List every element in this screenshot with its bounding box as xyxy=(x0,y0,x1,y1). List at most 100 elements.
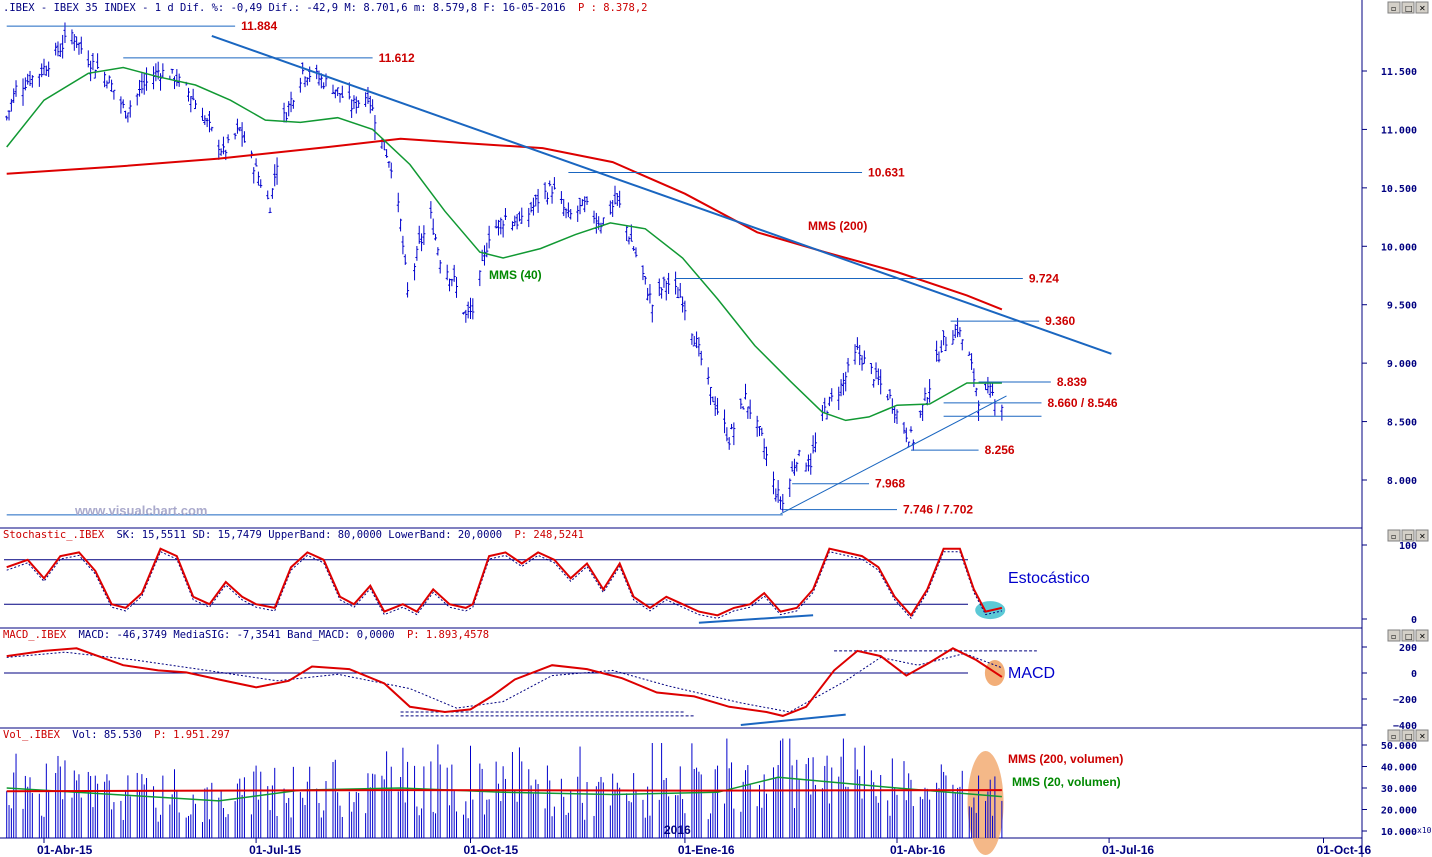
volume-header: Vol_.IBEX Vol: 85.530 P: 1.951.297 xyxy=(3,729,230,741)
svg-text:✕: ✕ xyxy=(1419,532,1426,541)
svg-text:.IBEX - IBEX 35 INDEX - 1 d D: .IBEX - IBEX 35 INDEX - 1 d Dif. %: -0,4… xyxy=(3,2,648,14)
stochastic-panel xyxy=(4,547,1006,624)
stochastic-header-p: P: 248,5241 xyxy=(514,529,584,541)
macd-signal-line xyxy=(6,651,1003,713)
x-tick-label: 01-Ene-16 xyxy=(678,843,735,857)
volume-header-p: P: 1.951.297 xyxy=(154,729,230,741)
y-tick-label: 8.000 xyxy=(1387,476,1417,487)
x-tick-label: 01-Abr-15 xyxy=(37,843,93,857)
x-tick-label: 01-Jul-15 xyxy=(249,843,301,857)
stochastic-header: Stochastic_.IBEX SK: 15,5511 SD: 15,7479… xyxy=(3,529,584,541)
stochastic-maximize-button[interactable]: □ xyxy=(1401,529,1415,542)
stochastic-minimize-button[interactable]: ▫ xyxy=(1387,529,1401,542)
macd-close-button[interactable]: ✕ xyxy=(1415,629,1429,642)
stochastic-panel-buttons: ▫ □ ✕ xyxy=(1387,529,1429,542)
y-tick-label: 30.000 xyxy=(1381,784,1417,795)
price-header-last: P : 8.378,2 xyxy=(578,2,648,14)
macd-maximize-button[interactable]: □ xyxy=(1401,629,1415,642)
axes: 8.000 8.500 9.000 9.500 10.000 10.500 11.000 11… xyxy=(37,67,1417,857)
volume-ma200-line xyxy=(6,789,1002,793)
svg-text:□: □ xyxy=(1405,532,1413,541)
price-panel-buttons: ▫ □ ✕ xyxy=(1387,1,1429,14)
macd-header-values: MACD: -46,3749 MediaSIG: -7,3541 Band_MA… xyxy=(79,629,395,641)
macd-annotation: MACD xyxy=(1008,665,1055,682)
y-tick-label: 9.000 xyxy=(1387,359,1417,370)
volume-header-values: Vol: 85.530 xyxy=(72,729,142,741)
price-levels: 11.884 11.612 10.631 9.724 9.360 8.839 8.660 /… xyxy=(6,19,1118,517)
level-label: 9.360 xyxy=(1045,314,1075,328)
macd-divergence-line xyxy=(740,713,846,726)
stochastic-close-button[interactable]: ✕ xyxy=(1415,529,1429,542)
support-trendline xyxy=(780,395,1007,515)
mms200-label: MMS (200) xyxy=(808,219,867,233)
bearish-trendline xyxy=(211,34,1112,355)
year-label: 2016 xyxy=(664,823,691,837)
stochastic-sd-line xyxy=(6,551,1003,620)
price-bars xyxy=(5,22,1004,512)
macd-line xyxy=(6,647,1003,717)
volume-ma20-line xyxy=(6,776,1002,802)
y-tick-label: 100 xyxy=(1399,541,1417,552)
y-tick-label: 9.500 xyxy=(1387,301,1417,312)
price-lines xyxy=(6,34,1112,515)
y-tick-label: 200 xyxy=(1399,643,1417,654)
y-tick-label: 50.000 xyxy=(1381,741,1417,752)
price-minimize-button[interactable]: ▫ xyxy=(1387,1,1401,14)
level-label: 10.631 xyxy=(868,166,905,180)
macd-panel-buttons: ▫ □ ✕ xyxy=(1387,629,1429,642)
svg-text:▫: ▫ xyxy=(1391,732,1396,741)
mms40-label: MMS (40) xyxy=(489,268,542,282)
volume-close-button[interactable]: ✕ xyxy=(1415,729,1429,742)
watermark: www.visualchart.com xyxy=(74,503,207,518)
level-label: 9.724 xyxy=(1029,272,1059,286)
y-tick-label: 10.500 xyxy=(1381,184,1417,195)
macd-minimize-button[interactable]: ▫ xyxy=(1387,629,1401,642)
svg-text:MACD_.IBEX MACD: -46,374: MACD_.IBEX MACD: -46,3749 MediaSIG: -7,3… xyxy=(3,629,489,641)
mms40-line xyxy=(6,66,1002,422)
stochastic-header-values: SK: 15,5511 SD: 15,7479 UpperBand: 80,00… xyxy=(116,529,502,541)
level-label: 8.256 xyxy=(985,443,1015,457)
price-close-button[interactable]: ✕ xyxy=(1415,1,1429,14)
y-tick-label: 10.000 xyxy=(1381,242,1417,253)
volume-panel-buttons: ▫ □ ✕ xyxy=(1387,729,1429,742)
mms200-line xyxy=(6,137,1003,311)
level-label: 11.612 xyxy=(379,51,415,65)
svg-text:Vol_.IBEX Vol: 85.530: Vol_.IBEX Vol: 85.530 P: 1.951.297 xyxy=(3,729,230,741)
level-label: 8.839 xyxy=(1057,375,1087,389)
macd-header: MACD_.IBEX MACD: -46,3749 MediaSIG: -7,3… xyxy=(3,629,489,641)
macd-header-p: P: 1.893,4578 xyxy=(407,629,489,641)
x-tick-label: 01-Oct-16 xyxy=(1317,843,1372,857)
svg-text:▫: ▫ xyxy=(1391,4,1396,13)
level-label: 11.884 xyxy=(241,19,277,33)
svg-text:✕: ✕ xyxy=(1419,732,1426,741)
stochastic-divergence-line xyxy=(698,614,814,624)
stochastic-sk-line xyxy=(6,547,1003,617)
price-header: .IBEX - IBEX 35 INDEX - 1 d Dif. %: -0,4… xyxy=(0,0,1362,15)
y-tick-label: 8.500 xyxy=(1387,418,1417,429)
x-tick-label: 01-Abr-16 xyxy=(890,843,946,857)
x-tick-label: 01-Oct-15 xyxy=(464,843,519,857)
svg-text:□: □ xyxy=(1405,732,1413,741)
level-label: 7.746 / 7.702 xyxy=(903,503,973,517)
svg-text:✕: ✕ xyxy=(1419,4,1426,13)
y-tick-label: 0 xyxy=(1411,669,1417,680)
panel-separators xyxy=(0,0,1363,857)
svg-text:▫: ▫ xyxy=(1391,532,1396,541)
y-tick-label: 11.000 xyxy=(1381,125,1417,136)
vol-ma20-annotation: MMS (20, volumen) xyxy=(1012,775,1121,789)
macd-header-name: MACD_.IBEX xyxy=(3,629,67,641)
svg-text:Stochastic_.IBEX SK: 15,: Stochastic_.IBEX SK: 15,5511 SD: 15,7479… xyxy=(3,529,584,541)
svg-text:✕: ✕ xyxy=(1419,632,1426,641)
svg-text:□: □ xyxy=(1405,4,1413,13)
volume-minimize-button[interactable]: ▫ xyxy=(1387,729,1401,742)
stochastic-header-name: Stochastic_.IBEX xyxy=(3,529,105,541)
price-maximize-button[interactable]: □ xyxy=(1401,1,1415,14)
y-tick-label: −400 xyxy=(1393,721,1417,732)
y-tick-label: 20.000 xyxy=(1381,806,1417,817)
x-tick-label: 01-Jul-16 xyxy=(1102,843,1154,857)
vol-ma200-annotation: MMS (200, volumen) xyxy=(1008,752,1123,766)
y-tick-label: 40.000 xyxy=(1381,763,1417,774)
volume-header-name: Vol_.IBEX xyxy=(3,729,61,741)
volume-maximize-button[interactable]: □ xyxy=(1401,729,1415,742)
